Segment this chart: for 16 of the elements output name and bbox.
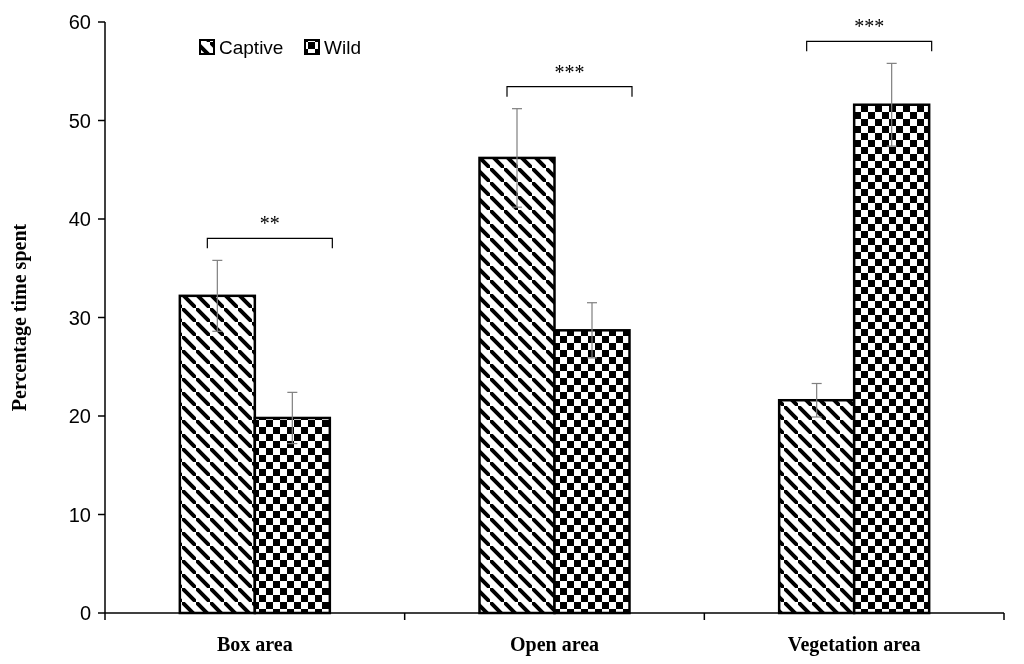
- y-axis-title: Percentage time spent: [8, 223, 31, 412]
- legend-label: Wild: [324, 36, 361, 58]
- y-tick-label: 40: [68, 208, 91, 230]
- y-tick-label: 0: [79, 602, 91, 624]
- legend-label: Captive: [219, 36, 284, 58]
- y-tick-label: 50: [68, 109, 91, 132]
- annotation: ***: [554, 60, 585, 83]
- x-tick-label: Vegetation area: [787, 633, 921, 656]
- y-tick-label: 20: [68, 405, 91, 427]
- x-tick-label: Open area: [509, 633, 600, 656]
- x-tick-label: Box area: [216, 633, 293, 655]
- annotation: **: [259, 212, 280, 235]
- y-tick-label: 30: [68, 306, 91, 329]
- y-tick-label: 10: [68, 503, 91, 526]
- y-tick-label: 60: [68, 11, 91, 33]
- annotation: ***: [854, 15, 885, 38]
